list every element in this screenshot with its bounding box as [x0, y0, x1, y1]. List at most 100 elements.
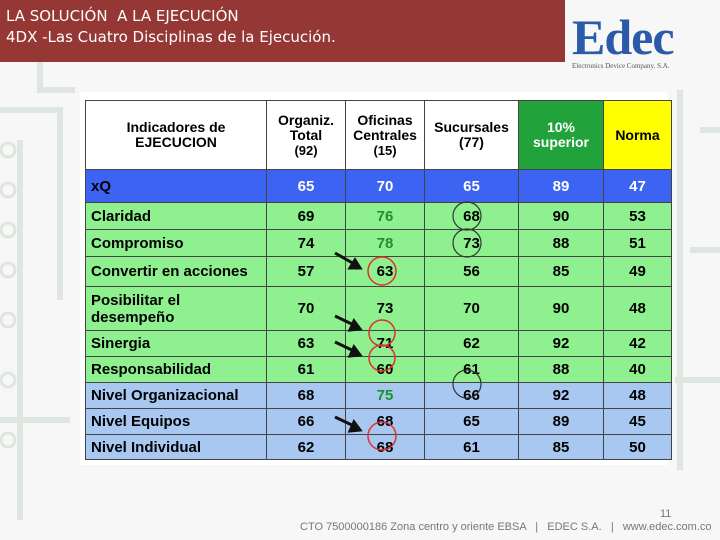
cell-value: 76 [345, 202, 425, 230]
cell-value: 51 [603, 229, 672, 257]
cell-value: 56 [424, 256, 519, 287]
cell-value: 74 [266, 229, 346, 257]
cell-value: 65 [424, 408, 519, 435]
footer-text: CTO 7500000186 Zona centro y oriente EBS… [300, 521, 712, 533]
header-line: (77) [459, 134, 484, 150]
cell-value: 57 [266, 256, 346, 287]
table-row: xQ 65 70 65 89 47 [85, 169, 672, 203]
cell-value: 63 [266, 330, 346, 357]
row-label: Nivel Organizacional [85, 382, 267, 409]
column-header: 10% superior [518, 100, 604, 170]
table-row: Nivel Organizacional 68 75 66 92 48 [85, 382, 672, 409]
cell-value: 90 [518, 202, 604, 230]
subtitle: 4DX -Las Cuatro Disciplinas de la Ejecuc… [6, 28, 336, 46]
cell-value: 70 [424, 286, 519, 331]
cell-value: 70 [266, 286, 346, 331]
row-label: Convertir en acciones [85, 256, 267, 287]
cell-value: 88 [518, 356, 604, 383]
column-header: Norma [603, 100, 672, 170]
cell-value: 63 [345, 256, 425, 287]
cell-value: 48 [603, 286, 672, 331]
header-line: (92) [294, 142, 318, 158]
header-line: Indicadores de [126, 119, 226, 135]
cell-value: 61 [424, 356, 519, 383]
header-line: Sucursales [434, 119, 509, 135]
cell-value: 50 [603, 434, 672, 460]
header-line: (15) [373, 142, 397, 158]
cell-value: 49 [603, 256, 672, 287]
header-line: superior [532, 134, 589, 150]
cell-value: 61 [266, 356, 346, 383]
header-line: 10% [546, 119, 576, 135]
cell-value: 78 [345, 229, 425, 257]
table-row: Responsabilidad 61 60 61 88 40 [85, 356, 672, 383]
cell-value: 89 [518, 169, 604, 203]
table-row: Compromiso 74 78 73 88 51 [85, 229, 672, 257]
cell-value: 40 [603, 356, 672, 383]
row-label: xQ [85, 169, 267, 203]
header-line: Centrales [353, 126, 417, 143]
indicators-table: Indicadores de EJECUCION Organiz. Total (92)… [85, 100, 672, 460]
logo: Edec Electronics Device Company. S.A. [572, 12, 712, 70]
page-number: 11 [660, 508, 672, 520]
cell-value: 53 [603, 202, 672, 230]
cell-value: 73 [345, 286, 425, 331]
column-header: Sucursales (77) [424, 100, 519, 170]
cell-value: 85 [518, 434, 604, 460]
cell-value: 62 [266, 434, 346, 460]
cell-value: 66 [424, 382, 519, 409]
cell-value: 71 [345, 330, 425, 357]
cell-value: 73 [424, 229, 519, 257]
header-line: Norma [615, 126, 660, 143]
cell-value: 42 [603, 330, 672, 357]
cell-value: 92 [518, 330, 604, 357]
cell-value: 65 [424, 169, 519, 203]
column-header: Oficinas Centrales (15) [345, 100, 425, 170]
cell-value: 68 [345, 434, 425, 460]
header-line: EJECUCION [135, 134, 217, 150]
cell-value: 92 [518, 382, 604, 409]
cell-value: 85 [518, 256, 604, 287]
cell-value: 70 [345, 169, 425, 203]
table-row: Posibilitar el desempeño 70 73 70 90 48 [85, 286, 672, 331]
cell-value: 60 [345, 356, 425, 383]
cell-value: 68 [266, 382, 346, 409]
cell-value: 45 [603, 408, 672, 435]
table-row: Nivel Individual 62 68 61 85 50 [85, 434, 672, 460]
row-label: Sinergia [85, 330, 267, 357]
row-label: Posibilitar el desempeño [85, 286, 267, 331]
logo-name: Edec [572, 9, 675, 65]
cell-value: 47 [603, 169, 672, 203]
cell-value: 61 [424, 434, 519, 460]
cell-value: 75 [345, 382, 425, 409]
logo-tagline: Electronics Device Company. S.A. [572, 62, 670, 70]
table-row: Nivel Equipos 66 68 65 89 45 [85, 408, 672, 435]
row-label: Nivel Equipos [85, 408, 267, 435]
cell-value: 69 [266, 202, 346, 230]
cell-value: 88 [518, 229, 604, 257]
table-row: Claridad 69 76 68 90 53 [85, 202, 672, 230]
header-line: Oficinas [357, 111, 413, 128]
cell-value: 65 [266, 169, 346, 203]
table-row: Convertir en acciones 57 63 56 85 49 [85, 256, 672, 287]
cell-value: 89 [518, 408, 604, 435]
row-label: Compromiso [85, 229, 267, 257]
title-banner: LA SOLUCIÓN A LA EJECUCIÓN 4DX -Las Cuat… [0, 0, 565, 62]
header-row: Indicadores de EJECUCION Organiz. Total (92)… [85, 100, 672, 170]
cell-value: 68 [424, 202, 519, 230]
cell-value: 62 [424, 330, 519, 357]
title: LA SOLUCIÓN A LA EJECUCIÓN [6, 7, 239, 25]
row-label: Claridad [85, 202, 267, 230]
row-label: Responsabilidad [85, 356, 267, 383]
table-row: Sinergia 63 71 62 92 42 [85, 330, 672, 357]
cell-value: 68 [345, 408, 425, 435]
column-header: Indicadores de EJECUCION [85, 100, 267, 170]
header-line: Total [289, 126, 323, 143]
column-header: Organiz. Total (92) [266, 100, 346, 170]
cell-value: 66 [266, 408, 346, 435]
cell-value: 48 [603, 382, 672, 409]
cell-value: 90 [518, 286, 604, 331]
row-label: Nivel Individual [85, 434, 267, 460]
header-line: Organiz. [277, 111, 334, 128]
